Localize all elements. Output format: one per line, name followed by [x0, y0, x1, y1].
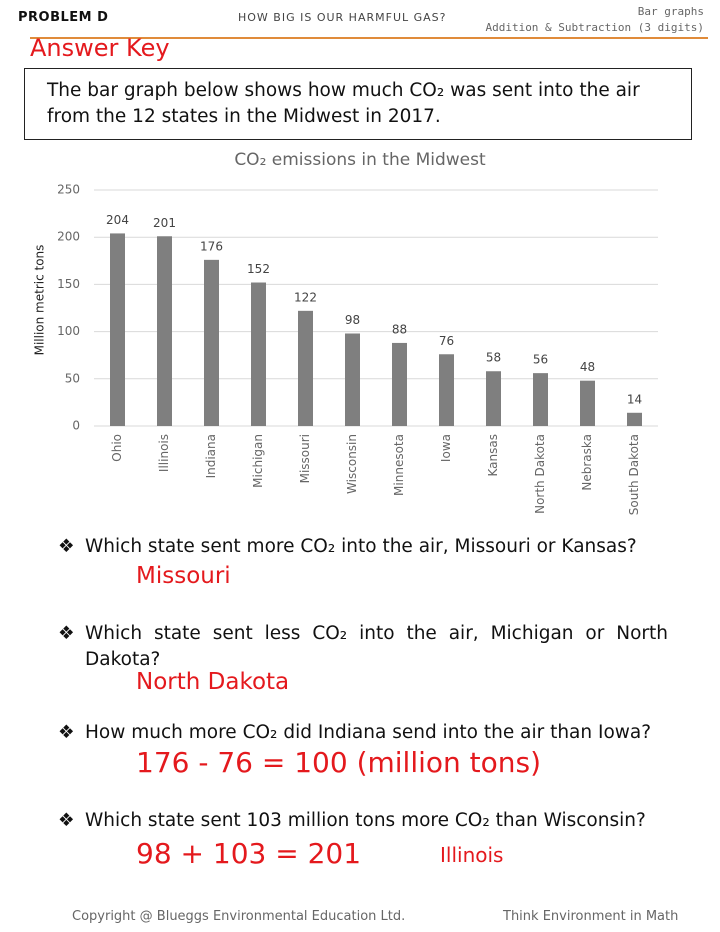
x-tick-label: Indiana	[204, 434, 218, 478]
bar	[580, 380, 595, 426]
answer: North Dakota	[136, 669, 290, 695]
answer: 176 - 76 = 100 (million tons)	[136, 746, 542, 779]
data-label: 98	[345, 313, 360, 327]
y-tick-label: 200	[57, 230, 80, 244]
category-name: Bar graphs	[637, 5, 704, 18]
x-tick-label: Kansas	[486, 434, 500, 476]
y-axis-label: Million metric tons	[33, 245, 47, 356]
data-label: 204	[106, 213, 129, 227]
bar	[110, 233, 125, 426]
bullet: ❖	[58, 810, 75, 831]
x-tick-label: Minnesota	[392, 434, 406, 496]
x-tick-label: South Dakota	[627, 434, 641, 515]
bar	[627, 412, 642, 426]
data-label: 14	[627, 392, 642, 406]
data-label: 176	[200, 239, 223, 253]
x-tick-label: Iowa	[439, 434, 453, 462]
data-label: 48	[580, 360, 595, 374]
data-label: 88	[392, 322, 407, 336]
y-tick-label: 50	[65, 371, 80, 385]
bar	[486, 371, 501, 426]
data-label: 76	[439, 334, 454, 348]
data-label: 56	[533, 353, 548, 367]
y-tick-label: 250	[57, 183, 80, 197]
y-tick-label: 150	[57, 277, 80, 291]
problem-label: PROBLEM D	[18, 10, 109, 25]
question-text: How much more CO₂ did Indiana send into …	[85, 722, 652, 743]
x-tick-label: North Dakota	[533, 434, 547, 514]
skill: Addition & Subtraction (3 digits)	[485, 21, 704, 34]
question-text: Which state sent more CO₂ into the air, …	[85, 536, 637, 557]
footer-left: Copyright @ Blueggs Environmental Educat…	[72, 909, 406, 924]
chart-title: CO₂ emissions in the Midwest	[234, 150, 486, 170]
question: ❖ Which state sent less CO₂ into the air,…	[58, 621, 668, 673]
x-tick-label: Ohio	[110, 434, 124, 462]
data-label: 122	[294, 290, 317, 304]
x-tick-label: Missouri	[298, 434, 312, 483]
answer: Illinois	[440, 843, 504, 867]
footer-right: Think Environment in Math	[503, 909, 679, 924]
bullet: ❖	[58, 722, 75, 743]
bar	[345, 333, 360, 426]
x-tick-label: Wisconsin	[345, 434, 359, 494]
chart: CO₂ emissions in the Midwest Million metr…	[33, 150, 658, 515]
answer: 98 + 103 = 201	[136, 837, 362, 870]
bar	[392, 342, 407, 426]
x-tick-label: Nebraska	[580, 434, 594, 491]
bar	[439, 354, 454, 426]
question: ❖ Which state sent more CO₂ into the air,…	[58, 534, 668, 560]
bullet: ❖	[58, 536, 75, 557]
answer: Missouri	[136, 563, 231, 589]
x-tick-label: Illinois	[157, 434, 171, 472]
bar	[204, 259, 219, 426]
topic: HOW BIG IS OUR HARMFUL GAS?	[238, 11, 447, 24]
intro: The bar graph below shows how much CO₂ w…	[24, 68, 692, 140]
bar	[298, 310, 313, 426]
question-text: Which state sent 103 million tons more C…	[85, 810, 646, 831]
y-tick-label: 100	[57, 324, 80, 338]
header-rule	[30, 37, 708, 39]
y-tick-label: 0	[72, 419, 80, 433]
question-text: Which state sent less CO₂ into the air, …	[85, 623, 668, 670]
x-tick-label: Michigan	[251, 434, 265, 488]
bullet: ❖	[58, 623, 75, 644]
question: ❖ How much more CO₂ did Indiana send into…	[58, 720, 668, 746]
data-label: 152	[247, 262, 270, 276]
bar	[157, 236, 172, 426]
answer-key: Answer Key	[30, 34, 170, 62]
data-label: 201	[153, 216, 176, 230]
bar	[533, 373, 548, 426]
data-label: 58	[486, 351, 501, 365]
category: Bar graphs Addition & Subtraction (3 digi…	[485, 4, 704, 36]
bar	[251, 282, 266, 426]
question: ❖ Which state sent 103 million tons more …	[58, 808, 668, 834]
